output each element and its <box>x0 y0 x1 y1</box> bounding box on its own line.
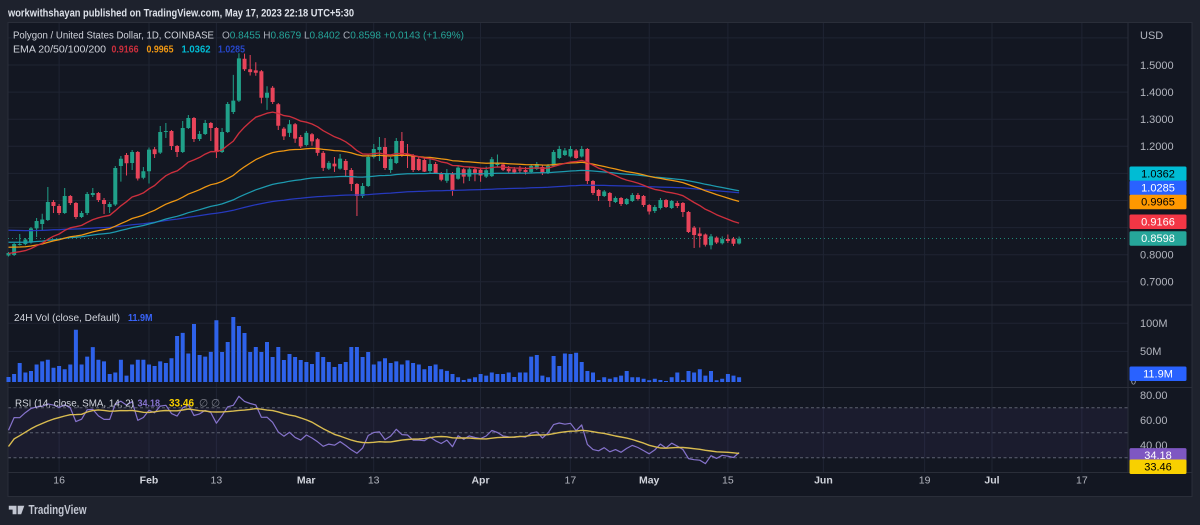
svg-text:workwithshayan published on Tr: workwithshayan published on TradingView.… <box>7 8 354 20</box>
svg-text:Polygon / United States Dollar: Polygon / United States Dollar, 1D, COIN… <box>13 30 214 42</box>
svg-text:TradingView: TradingView <box>29 502 88 517</box>
svg-text:Jun: Jun <box>814 475 833 487</box>
svg-text:100M: 100M <box>1140 318 1168 330</box>
svg-text:33.46: 33.46 <box>1144 462 1172 474</box>
svg-text:Feb: Feb <box>140 475 159 487</box>
svg-text:15: 15 <box>722 475 734 487</box>
svg-text:13: 13 <box>368 475 380 487</box>
svg-text:1.0285: 1.0285 <box>218 44 245 56</box>
svg-text:May: May <box>639 475 660 487</box>
svg-text:0.9166: 0.9166 <box>1141 217 1175 229</box>
svg-text:19: 19 <box>919 475 931 487</box>
svg-text:11.9M: 11.9M <box>1143 369 1173 381</box>
svg-text:1.0362: 1.0362 <box>182 44 211 56</box>
svg-text:50M: 50M <box>1140 346 1161 358</box>
svg-text:0.9166: 0.9166 <box>112 44 139 56</box>
svg-text:17: 17 <box>565 475 577 487</box>
svg-text:16: 16 <box>53 475 65 487</box>
svg-text:∅: ∅ <box>199 398 208 410</box>
svg-text:1.4000: 1.4000 <box>1140 87 1174 99</box>
svg-text:0.8000: 0.8000 <box>1140 250 1174 262</box>
svg-text:34.18: 34.18 <box>138 398 161 410</box>
svg-text:Apr: Apr <box>471 475 489 487</box>
svg-text:34.18: 34.18 <box>1144 450 1172 462</box>
svg-text:0.7000: 0.7000 <box>1140 277 1174 289</box>
svg-text:13: 13 <box>211 475 223 487</box>
svg-text:RSI (14, close, SMA, 14, 2): RSI (14, close, SMA, 14, 2) <box>15 398 134 410</box>
svg-text:1.5000: 1.5000 <box>1140 60 1174 72</box>
svg-text:60.00: 60.00 <box>1140 415 1168 427</box>
svg-text:80.00: 80.00 <box>1140 390 1168 402</box>
svg-text:Mar: Mar <box>297 475 316 487</box>
svg-text:USD: USD <box>1140 30 1163 42</box>
svg-text:0.8598: 0.8598 <box>1141 233 1175 245</box>
svg-text:0.9965: 0.9965 <box>1141 197 1175 209</box>
svg-text:1.0285: 1.0285 <box>1141 183 1175 195</box>
svg-text:11.9M: 11.9M <box>128 312 153 324</box>
svg-text:17: 17 <box>1076 475 1088 487</box>
svg-text:∅: ∅ <box>211 398 220 410</box>
svg-text:Jul: Jul <box>984 475 999 487</box>
svg-text:1.0362: 1.0362 <box>1141 169 1175 181</box>
svg-text:0.9965: 0.9965 <box>147 44 174 56</box>
svg-text:24H Vol (close, Default): 24H Vol (close, Default) <box>14 312 120 324</box>
svg-text:O0.8455 H0.8679 L0.8402 C0.859: O0.8455 H0.8679 L0.8402 C0.8598 +0.0143 … <box>222 30 464 42</box>
svg-text:33.46: 33.46 <box>169 398 194 410</box>
svg-text:0: 0 <box>1131 377 1136 387</box>
svg-text:1.2000: 1.2000 <box>1140 141 1174 153</box>
svg-text:EMA 20/50/100/200: EMA 20/50/100/200 <box>13 44 106 56</box>
svg-text:1.3000: 1.3000 <box>1140 114 1174 126</box>
